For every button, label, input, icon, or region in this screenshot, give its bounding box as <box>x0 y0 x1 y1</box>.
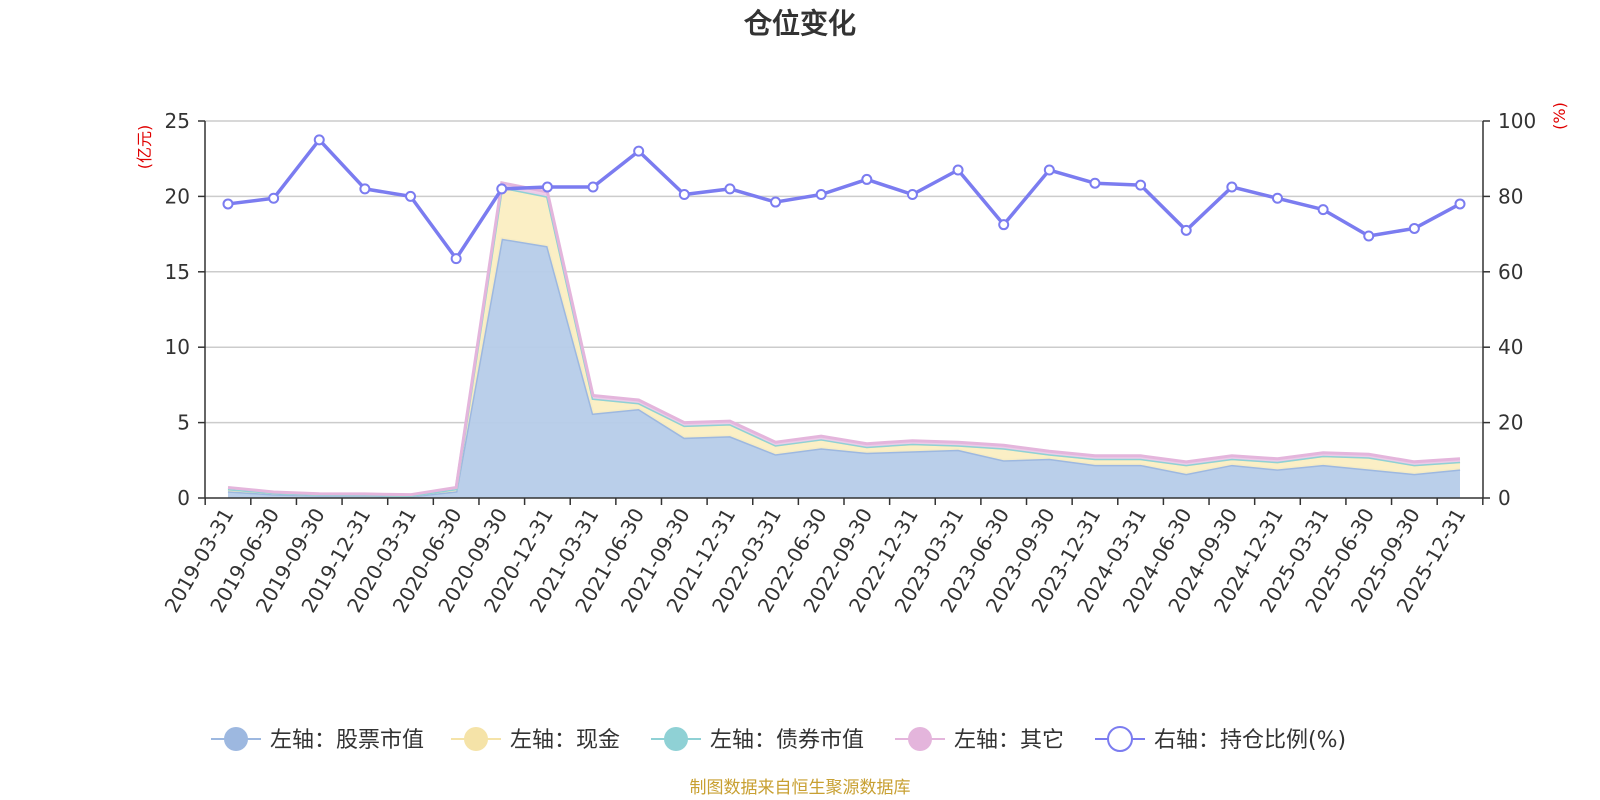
left-tick-label: 5 <box>177 411 190 435</box>
ratio-points <box>222 134 1466 265</box>
ratio-point <box>906 189 918 201</box>
ratio-point <box>313 134 325 146</box>
ratio-point <box>1363 230 1375 242</box>
ratio-point <box>359 183 371 195</box>
chart-title: 仓位变化 <box>744 7 856 40</box>
ratio-point <box>587 181 599 193</box>
legend-label: 右轴：持仓比例(%) <box>1154 728 1346 753</box>
legend-marker <box>908 727 932 751</box>
ratio-point <box>405 190 417 202</box>
area-series <box>227 181 1461 498</box>
legend-marker <box>664 727 688 751</box>
ratio-point <box>541 181 553 193</box>
area-fill <box>228 238 1460 498</box>
ratio-point <box>268 192 280 204</box>
right-tick-label: 0 <box>1498 486 1511 510</box>
right-tick-label: 40 <box>1498 335 1523 359</box>
ratio-point <box>861 173 873 185</box>
left-tick-label: 10 <box>165 335 190 359</box>
grid-lines <box>205 120 1483 424</box>
ratio-point <box>1408 222 1420 234</box>
left-tick-label: 20 <box>165 184 190 208</box>
ratio-point <box>815 189 827 201</box>
ratio-line <box>227 138 1461 261</box>
ratio-point <box>450 253 462 265</box>
ratio-point <box>998 219 1010 231</box>
ratio-point <box>1271 192 1283 204</box>
ratio-point <box>1043 164 1055 176</box>
right-tick-label: 80 <box>1498 184 1523 208</box>
line-series <box>227 138 1461 261</box>
legend-label: 左轴：其它 <box>954 728 1064 753</box>
ratio-point <box>724 183 736 195</box>
left-axis-unit: (亿元) <box>135 125 154 170</box>
left-tick-label: 0 <box>177 486 190 510</box>
ratio-point <box>1180 224 1192 236</box>
right-axis-unit: (%) <box>1550 102 1569 130</box>
area-fill <box>228 187 1460 497</box>
ratio-point <box>1454 198 1466 210</box>
source-note: 制图数据来自恒生聚源数据库 <box>690 778 911 798</box>
ratio-point <box>222 198 234 210</box>
ratio-point <box>1089 177 1101 189</box>
left-tick-label: 15 <box>165 260 190 284</box>
right-tick-label: 60 <box>1498 260 1523 284</box>
ratio-point <box>952 164 964 176</box>
legend-marker <box>464 727 488 751</box>
legend-label: 左轴：现金 <box>510 728 620 753</box>
legend: 左轴：股票市值 左轴：现金 左轴：债券市值 左轴：其它 右轴：持仓比例(%) <box>211 726 1346 753</box>
ratio-point <box>633 145 645 157</box>
area-edge <box>227 181 1461 497</box>
legend-marker <box>1107 726 1133 752</box>
ratio-point <box>678 189 690 201</box>
ratio-point <box>1226 181 1238 193</box>
ratio-point <box>770 196 782 208</box>
right-tick-label: 20 <box>1498 411 1523 435</box>
ratio-point <box>1135 179 1147 191</box>
legend-label: 左轴：股票市值 <box>270 728 424 753</box>
ratio-point <box>1317 204 1329 216</box>
left-tick-label: 25 <box>165 109 190 133</box>
right-tick-label: 100 <box>1498 109 1536 133</box>
legend-label: 左轴：债券市值 <box>710 728 864 753</box>
legend-marker <box>224 727 248 751</box>
ratio-point <box>496 183 508 195</box>
